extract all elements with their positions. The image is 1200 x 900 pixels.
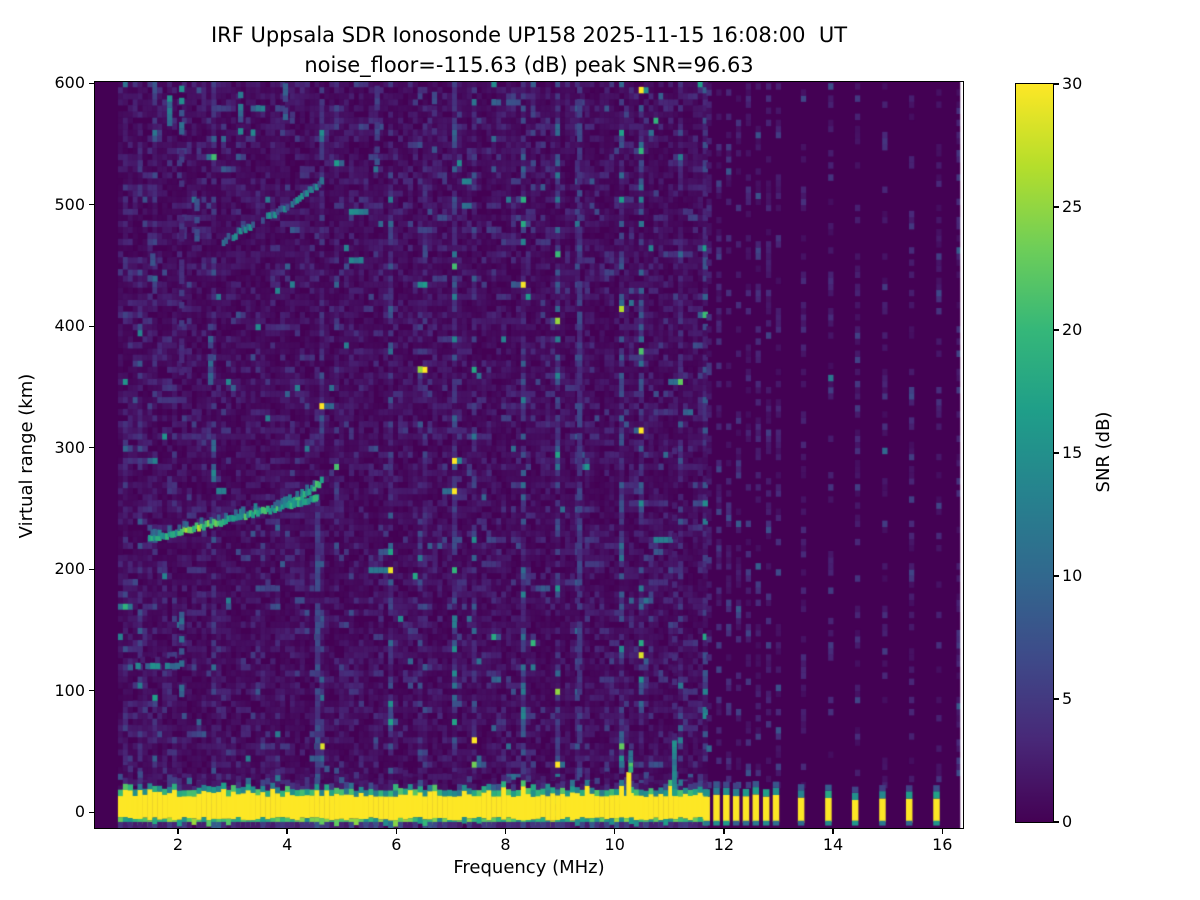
y-tick-label: 600 xyxy=(54,73,85,93)
y-tick-label: 400 xyxy=(54,316,85,336)
colorbar-tick-label: 30 xyxy=(1062,74,1083,93)
x-tick-mark xyxy=(941,829,943,834)
y-tick-mark xyxy=(89,811,94,813)
y-tick-mark xyxy=(89,690,94,692)
x-tick-label: 14 xyxy=(822,835,844,854)
y-tick-label: 0 xyxy=(74,802,85,822)
x-tick-label: 16 xyxy=(932,835,953,854)
x-tick-mark xyxy=(177,829,179,834)
plot-frame xyxy=(94,81,964,829)
x-tick-mark xyxy=(614,829,616,834)
x-axis-label: Frequency (MHz) xyxy=(453,857,605,878)
x-tick-mark xyxy=(832,829,834,834)
colorbar-tick-mark xyxy=(1054,575,1059,577)
colorbar-gradient xyxy=(1016,84,1053,822)
colorbar-tick-mark xyxy=(1054,83,1059,85)
x-tick-label: 10 xyxy=(604,835,625,854)
colorbar-tick-label: 0 xyxy=(1062,812,1073,831)
x-tick-mark xyxy=(286,829,288,834)
y-tick-label: 500 xyxy=(54,194,85,214)
y-tick-mark xyxy=(89,325,94,327)
y-tick-label: 100 xyxy=(54,680,85,700)
x-tick-label: 12 xyxy=(713,835,735,854)
colorbar-tick-mark xyxy=(1054,329,1059,331)
colorbar-tick-mark xyxy=(1054,698,1059,700)
y-tick-mark xyxy=(89,568,94,570)
y-tick-mark xyxy=(89,82,94,84)
colorbar-tick-label: 25 xyxy=(1062,197,1083,216)
y-tick-mark xyxy=(89,204,94,206)
colorbar-tick-mark xyxy=(1054,452,1059,454)
colorbar xyxy=(1015,83,1054,823)
x-tick-label: 4 xyxy=(282,835,293,854)
y-tick-mark xyxy=(89,447,94,449)
x-tick-label: 8 xyxy=(500,835,511,854)
x-tick-mark xyxy=(504,829,507,834)
colorbar-tick-mark xyxy=(1054,821,1059,823)
y-axis-label: Virtual range (km) xyxy=(16,373,37,539)
x-tick-label: 6 xyxy=(391,835,402,854)
plot-title-line2: noise_floor=-115.63 (dB) peak SNR=96.63 xyxy=(304,53,754,77)
colorbar-tick-label: 15 xyxy=(1062,443,1083,462)
ionogram-heatmap xyxy=(95,82,963,828)
plot-title-line1: IRF Uppsala SDR Ionosonde UP158 2025-11-… xyxy=(210,23,848,47)
x-tick-mark xyxy=(723,829,725,834)
x-tick-mark xyxy=(395,829,398,834)
colorbar-tick-label: 20 xyxy=(1062,320,1083,339)
y-tick-label: 300 xyxy=(54,437,85,457)
colorbar-tick-mark xyxy=(1054,206,1059,208)
y-tick-label: 200 xyxy=(54,559,85,579)
colorbar-tick-label: 10 xyxy=(1062,566,1083,585)
colorbar-label: SNR (dB) xyxy=(1093,411,1114,493)
x-tick-label: 2 xyxy=(172,835,184,854)
colorbar-tick-label: 5 xyxy=(1062,689,1073,708)
